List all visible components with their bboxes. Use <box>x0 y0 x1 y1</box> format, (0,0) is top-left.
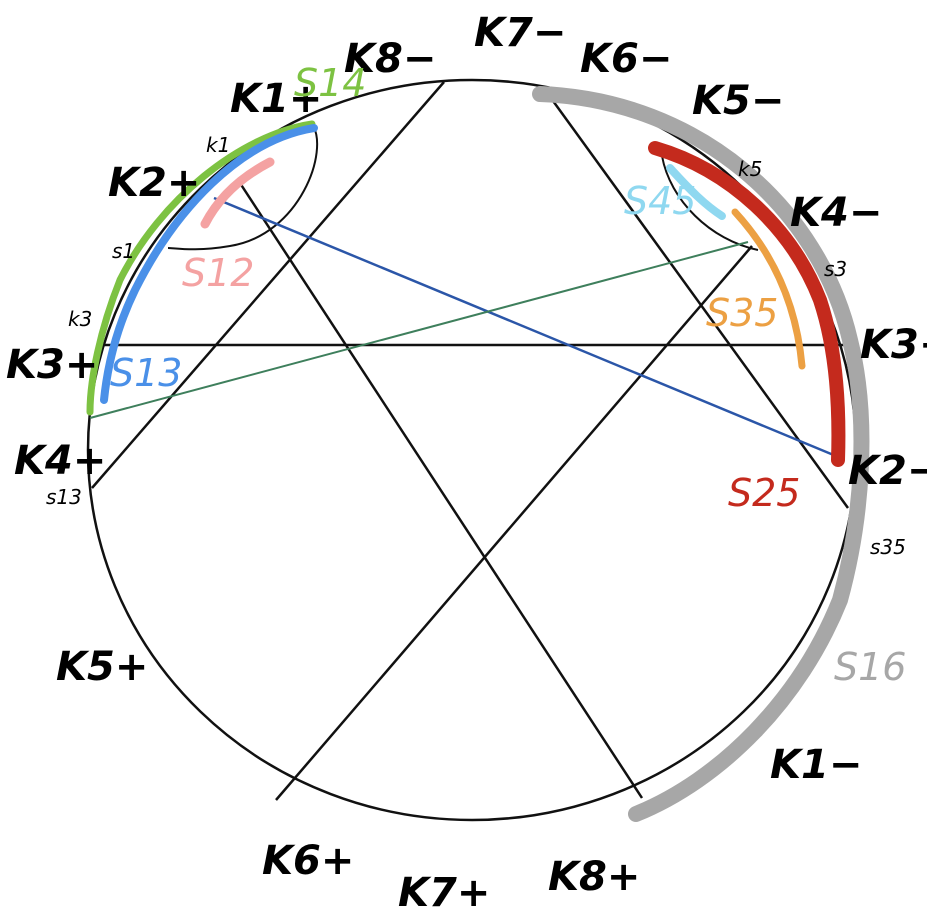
label-k3-minus: K3− <box>860 322 927 368</box>
label-k3-plus: K3+ <box>6 342 98 388</box>
loop-k1 <box>167 123 319 251</box>
label-k2-plus: K2+ <box>108 160 200 206</box>
arc-s25 <box>648 141 846 467</box>
chord-k8-k1plus <box>91 81 445 489</box>
point-label-k5: k5 <box>738 157 762 181</box>
arc-s45 <box>666 164 726 220</box>
chord-blue <box>213 196 837 458</box>
label-k8-minus: K8− <box>344 36 436 82</box>
segment-label-s25: S25 <box>728 471 800 515</box>
label-k1-minus: K1− <box>770 742 862 788</box>
segment-label-s14: S14 <box>294 61 366 105</box>
label-k2-minus: K2− <box>848 448 927 494</box>
point-label-s35: s35 <box>870 535 906 559</box>
label-k8-plus: K8+ <box>548 854 640 900</box>
segment-label-s45: S45 <box>624 179 696 223</box>
label-k1-plus: K1+ <box>230 76 322 122</box>
arc-s14 <box>86 120 316 416</box>
point-label-s1: s1 <box>112 239 135 263</box>
segment-label-s35: S35 <box>706 291 778 335</box>
label-k6-minus: K6− <box>580 36 672 82</box>
label-k4-plus: K4+ <box>14 438 106 484</box>
label-k5-minus: K5− <box>692 78 784 124</box>
label-k4-minus: K4− <box>790 190 882 236</box>
chord-k1-k8plus <box>236 179 644 799</box>
label-k7-plus: K7+ <box>398 870 490 916</box>
arc-s35 <box>731 208 806 370</box>
point-label-k1: k1 <box>206 133 230 157</box>
loop-k5 <box>661 155 759 251</box>
segment-label-s16: S16 <box>834 645 906 689</box>
chord-k6-k1minus <box>546 93 850 509</box>
point-label-s3: s3 <box>824 257 847 281</box>
point-label-s13: s13 <box>46 485 82 509</box>
label-k7-minus: K7− <box>474 10 566 56</box>
arc-s16 <box>532 86 870 822</box>
segment-label-s13: S13 <box>110 351 182 395</box>
label-k5-plus: K5+ <box>56 644 148 690</box>
arc-s12 <box>200 157 275 229</box>
arc-s13 <box>100 124 318 404</box>
label-k6-plus: K6+ <box>262 838 354 884</box>
segment-label-s12: S12 <box>182 251 254 295</box>
chord-k4-k6plus <box>275 245 753 801</box>
point-label-k3: k3 <box>68 307 92 331</box>
chord-green <box>89 241 749 419</box>
